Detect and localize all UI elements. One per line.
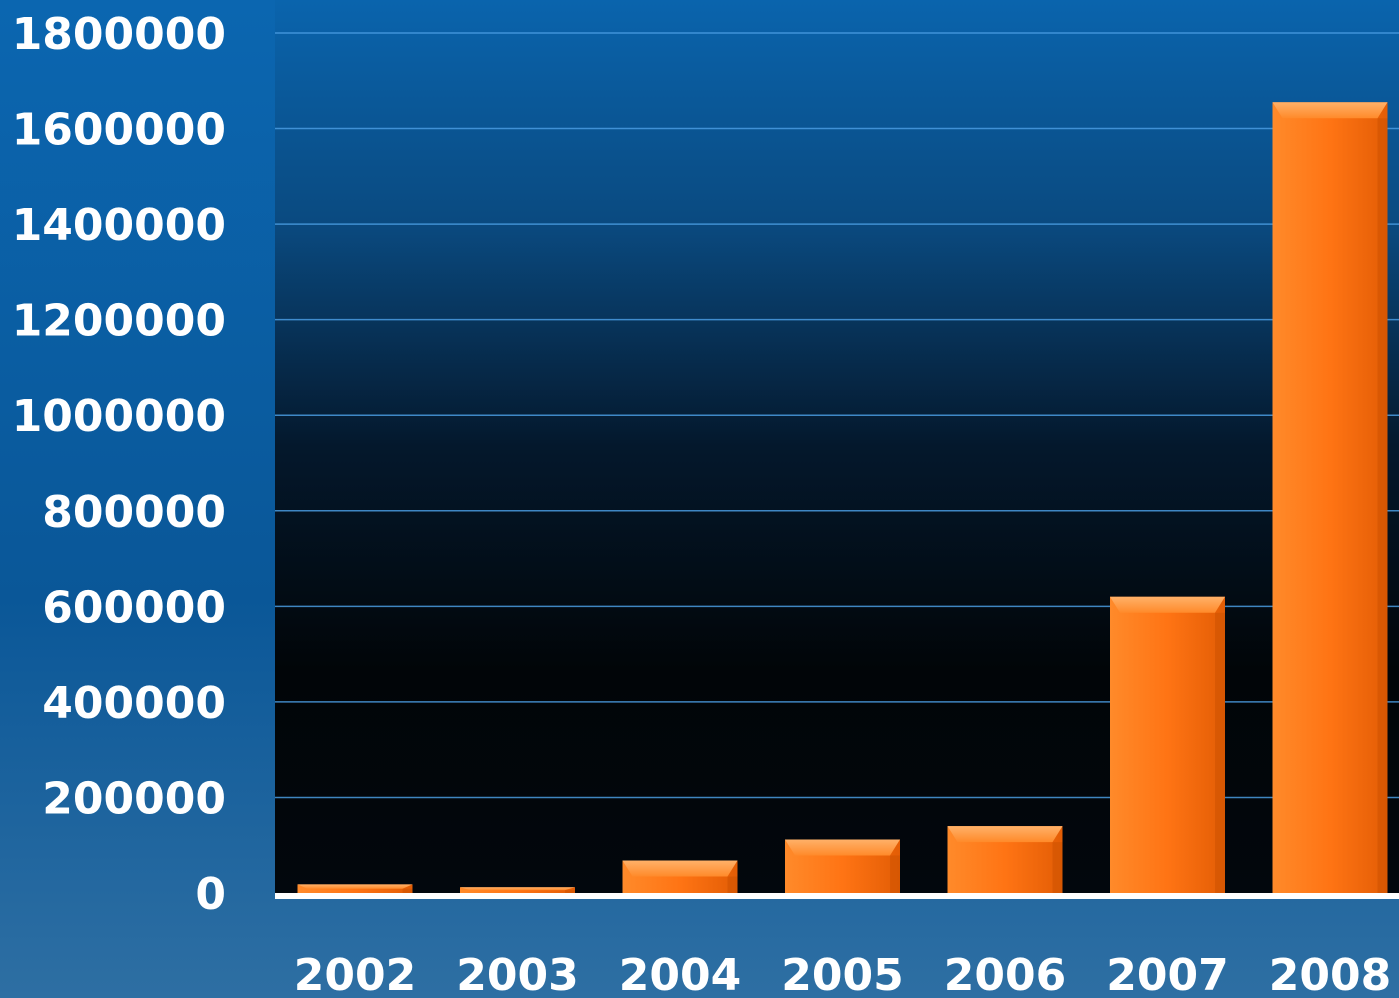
bar-bevel-2003 bbox=[460, 887, 575, 891]
bar-2008 bbox=[1272, 102, 1388, 894]
gridlines bbox=[275, 32, 1399, 799]
y-tick-label: 600000 bbox=[42, 582, 226, 633]
bar-2002 bbox=[297, 884, 413, 893]
x-tick-label-2002: 2002 bbox=[294, 950, 416, 998]
bar-shade-2008 bbox=[1377, 118, 1388, 894]
bar-shade-2005 bbox=[890, 855, 900, 893]
bar-body-2008 bbox=[1272, 102, 1388, 894]
bar-2003 bbox=[460, 887, 575, 893]
x-tick-label-2004: 2004 bbox=[619, 950, 741, 998]
x-tick-label-2007: 2007 bbox=[1106, 950, 1228, 998]
bar-shade-2006 bbox=[1052, 842, 1063, 893]
bar-2004 bbox=[622, 860, 738, 893]
bar-bevel-2004 bbox=[622, 860, 738, 877]
x-tick-label-2005: 2005 bbox=[781, 950, 903, 998]
bar-shade-2004 bbox=[727, 876, 738, 893]
bar-bevel-2002 bbox=[297, 884, 413, 889]
y-tick-label: 1200000 bbox=[12, 296, 226, 347]
bar-shade-2007 bbox=[1215, 612, 1225, 893]
y-tick-label: 1000000 bbox=[12, 391, 226, 442]
x-tick-label-2006: 2006 bbox=[944, 950, 1066, 998]
x-tick-label-2003: 2003 bbox=[456, 950, 578, 998]
bar-shade-2002 bbox=[402, 888, 413, 893]
y-tick-labels: 0 200000 400000 600000 800000 1000000 1200000 1… bbox=[12, 9, 226, 920]
bar-2007 bbox=[1110, 596, 1225, 893]
bars bbox=[297, 102, 1388, 894]
bar-bevel-2008 bbox=[1272, 102, 1388, 119]
bar-body-2007 bbox=[1110, 596, 1225, 893]
y-tick-label: 0 bbox=[195, 869, 226, 920]
plot-area bbox=[275, 0, 1399, 893]
bar-bevel-2005 bbox=[785, 839, 900, 856]
bar-bevel-2006 bbox=[947, 826, 1063, 843]
bar-bevel-2007 bbox=[1110, 596, 1225, 613]
y-tick-label: 800000 bbox=[42, 487, 226, 538]
y-tick-label: 1600000 bbox=[12, 105, 226, 156]
y-tick-label: 1400000 bbox=[12, 200, 226, 251]
x-tick-labels: 2002 2003 2004 2005 2006 2007 2008 bbox=[294, 950, 1391, 998]
y-tick-label: 400000 bbox=[42, 678, 226, 729]
bar-2006 bbox=[947, 826, 1063, 893]
y-tick-label: 200000 bbox=[42, 773, 226, 824]
y-tick-label: 1800000 bbox=[12, 9, 226, 60]
bar-2005 bbox=[785, 839, 900, 893]
x-tick-label-2008: 2008 bbox=[1269, 950, 1391, 998]
bar-shade-2003 bbox=[565, 890, 575, 893]
